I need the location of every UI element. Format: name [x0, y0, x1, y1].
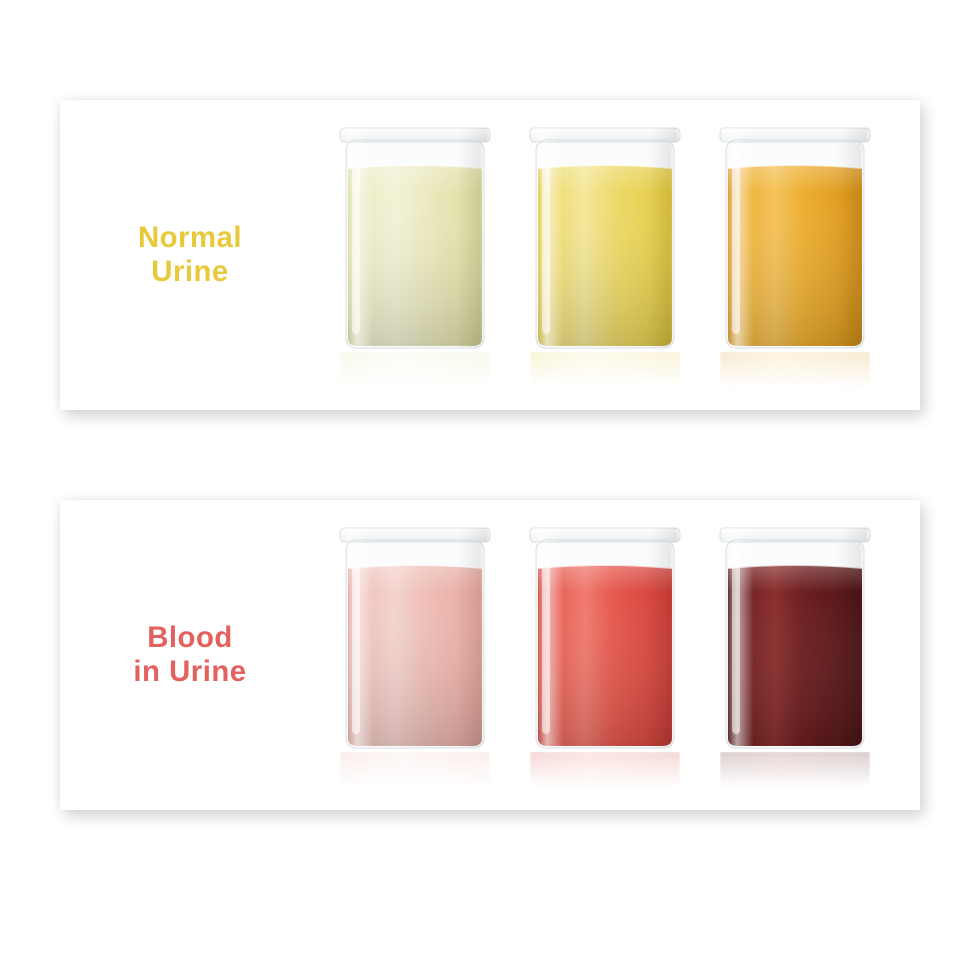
- label-line: Normal: [138, 221, 242, 255]
- vial-normal-2: [520, 126, 690, 412]
- vial-blood-3: [710, 526, 880, 812]
- label-line: Blood: [147, 621, 233, 655]
- vial-reflection: [340, 752, 490, 788]
- panel-normal: NormalUrine: [60, 100, 920, 410]
- vial-blood-2: [520, 526, 690, 812]
- vial-blood-1: [330, 526, 500, 812]
- label-line: Urine: [151, 255, 228, 289]
- vial-reflection: [340, 352, 490, 388]
- vial-normal-3: [710, 126, 880, 412]
- vial-row: [320, 100, 890, 410]
- vial-row: [320, 500, 890, 810]
- vial-reflection: [720, 752, 870, 788]
- panel-label-blood: Bloodin Urine: [60, 500, 320, 810]
- label-line: in Urine: [133, 655, 246, 689]
- vial-reflection: [530, 352, 680, 388]
- infographic-canvas: NormalUrine: [0, 0, 980, 980]
- vial-reflection: [720, 352, 870, 388]
- vial-normal-1: [330, 126, 500, 412]
- vial-reflection: [530, 752, 680, 788]
- panel-blood: Bloodin Urine: [60, 500, 920, 810]
- panel-label-normal: NormalUrine: [60, 100, 320, 410]
